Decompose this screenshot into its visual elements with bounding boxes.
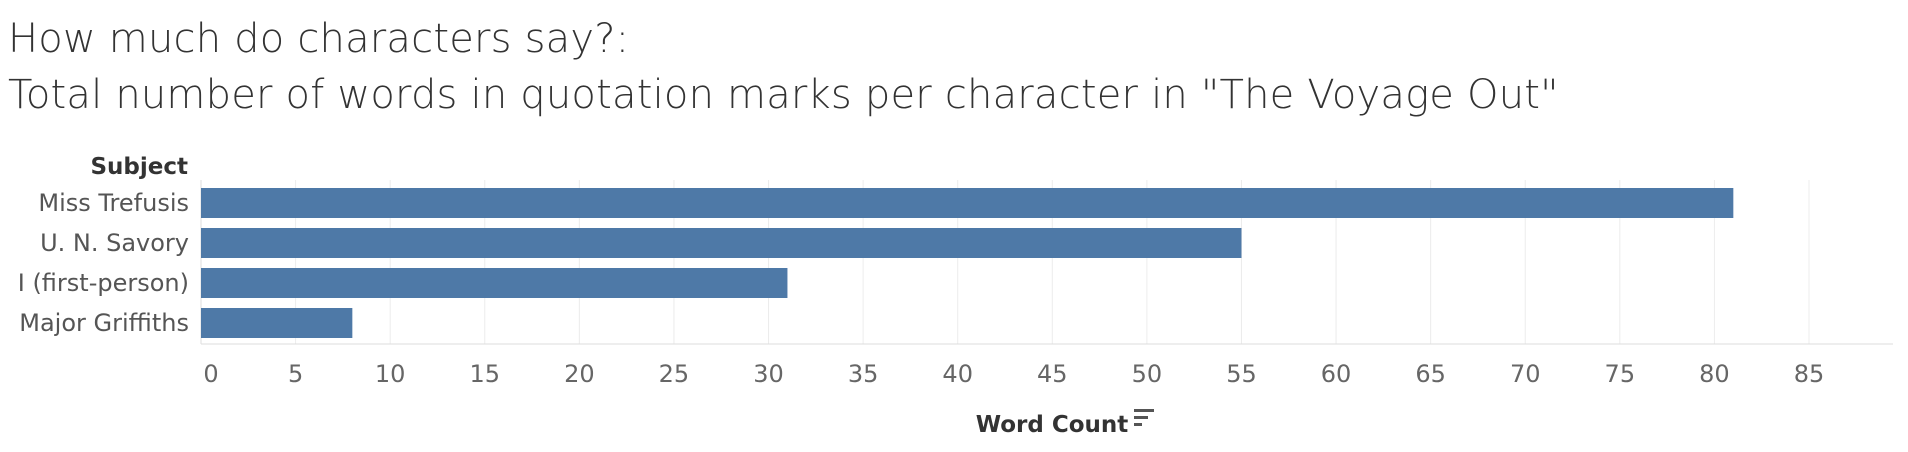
x-tick-label: 50 — [1132, 360, 1163, 388]
bar[interactable] — [201, 308, 353, 338]
x-tick-label: 0 — [203, 360, 218, 388]
x-tick-label: 85 — [1794, 360, 1825, 388]
x-tick-label: 20 — [564, 360, 595, 388]
x-tick-label: 45 — [1037, 360, 1068, 388]
x-tick-label: 65 — [1415, 360, 1446, 388]
x-tick-label: 60 — [1321, 360, 1352, 388]
category-labels: Miss Trefusis U. N. Savory I (first-person… — [18, 189, 189, 337]
bar[interactable] — [201, 268, 788, 298]
x-axis-title[interactable]: Word Count — [976, 412, 1129, 438]
x-tick-label: 15 — [469, 360, 500, 388]
x-tick-label: 55 — [1226, 360, 1257, 388]
x-tick-label: 70 — [1510, 360, 1541, 388]
category-label: I (first-person) — [18, 269, 189, 297]
x-tick-labels: 0 5 10 15 20 25 30 35 40 45 50 55 60 65 70 75 80 85 — [203, 360, 1824, 388]
x-tick-label: 10 — [375, 360, 406, 388]
chart-title: How much do characters say?: — [8, 16, 630, 62]
x-tick-label: 5 — [288, 360, 303, 388]
category-label: U. N. Savory — [40, 229, 189, 257]
bars-group — [201, 188, 1734, 338]
x-tick-label: 40 — [942, 360, 973, 388]
x-tick-label: 35 — [848, 360, 879, 388]
bar[interactable] — [201, 188, 1734, 218]
row-header-label: Subject — [90, 154, 188, 180]
category-label: Major Griffiths — [19, 309, 189, 337]
x-tick-label: 80 — [1699, 360, 1730, 388]
x-tick-label: 25 — [659, 360, 690, 388]
x-tick-label: 30 — [753, 360, 784, 388]
bar[interactable] — [201, 228, 1242, 258]
chart-subtitle: Total number of words in quotation marks… — [8, 72, 1559, 118]
x-tick-label: 75 — [1605, 360, 1636, 388]
sort-descending-icon[interactable] — [1134, 409, 1154, 426]
category-label: Miss Trefusis — [38, 189, 189, 217]
